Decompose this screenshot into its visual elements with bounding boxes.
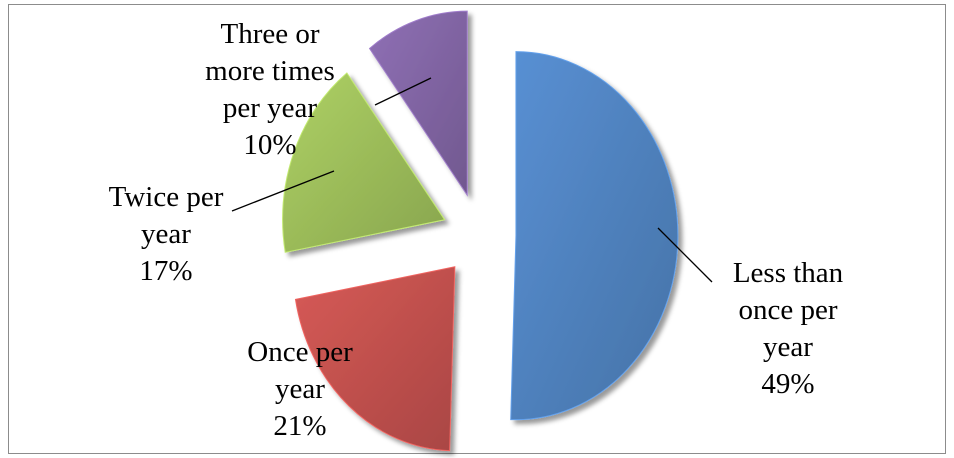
slice-value-label: 49% — [761, 368, 814, 400]
leader-line-1 — [657, 227, 713, 283]
slice-name-line: Once per — [247, 336, 353, 368]
slices-layer — [282, 10, 679, 452]
slice-label-2: Once per year 21% — [247, 336, 353, 442]
slice-name-line: year — [141, 218, 191, 250]
slice-name-line: year — [763, 331, 813, 363]
pie-slice-1 — [510, 51, 679, 421]
pie-slice-2 — [294, 266, 456, 452]
leader-line-3 — [231, 170, 335, 212]
leader-lines — [231, 77, 713, 283]
slice-name-line: more times — [205, 55, 335, 87]
slice-label-1: Less than once per year 49% — [733, 257, 844, 400]
slice-labels: Less than once per year 49% Once per year 21% T… — [109, 18, 844, 442]
slice-name-line: per year — [223, 92, 318, 124]
slice-value-label: 10% — [243, 129, 296, 161]
pie-slice-4 — [368, 10, 468, 197]
slice-label-4: Three or more times per year 10% — [205, 18, 335, 161]
slice-name-line: Less than — [733, 257, 844, 289]
chart-border — [8, 4, 946, 454]
slice-value-label: 17% — [139, 255, 192, 287]
slice-name-line: year — [275, 373, 325, 405]
slice-label-3: Twice per year 17% — [109, 181, 224, 287]
slice-name-line: Twice per — [109, 181, 224, 213]
leader-line-4 — [374, 77, 432, 106]
slice-name-line: once per — [738, 294, 837, 326]
slice-value-label: 21% — [273, 410, 326, 442]
slice-name-line: Three or — [220, 18, 319, 50]
pie-slice-3 — [282, 72, 446, 253]
